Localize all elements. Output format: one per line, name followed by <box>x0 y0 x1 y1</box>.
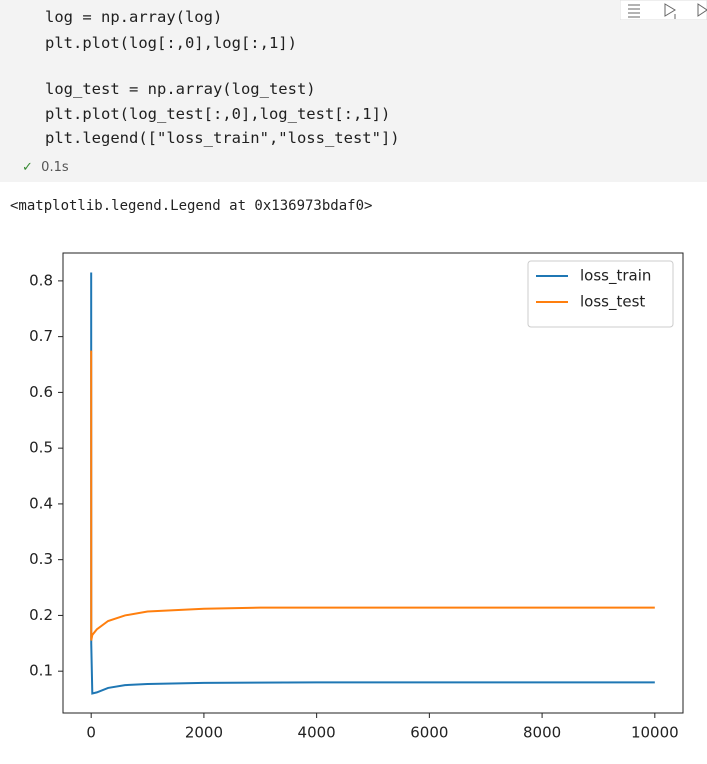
code-line: log_test = np.array(log_test) <box>45 80 316 98</box>
code-line: plt.plot(log_test[:,0],log_test[:,1]) <box>45 105 391 123</box>
y-tick-label: 0.3 <box>29 550 53 568</box>
run-time: 0.1s <box>41 160 69 175</box>
x-tick-label: 2000 <box>185 724 223 742</box>
run-icon[interactable] <box>697 3 707 17</box>
toolbar-bg <box>620 0 707 20</box>
line <box>90 350 655 641</box>
y-tick-label: 0.5 <box>29 439 53 457</box>
y-tick-label: 0.8 <box>29 271 53 289</box>
axes-frame <box>62 252 684 714</box>
code-line: log = np.array(log) <box>45 8 223 26</box>
legend-box <box>527 260 674 328</box>
chart: 0.1 0.2 0.3 0.4 0.5 0.6 0.7 0.8 0 2000 4000 6000 800… <box>29 252 684 742</box>
run-below-icon[interactable] <box>664 3 676 19</box>
y-tick-label: 0.7 <box>29 327 53 345</box>
x-tick-label: 8000 <box>523 724 561 742</box>
cell-toolbar[interactable] <box>620 0 707 20</box>
y-tick-label: 0.1 <box>29 662 53 680</box>
line <box>90 272 655 695</box>
y-tick-label: 0.4 <box>29 494 53 512</box>
y-tick-label: 0.2 <box>29 606 53 624</box>
x-tick-label: 10000 <box>631 724 679 742</box>
y-tick-label: 0.6 <box>29 383 53 401</box>
run-status: ✓ 0.1s <box>22 160 69 175</box>
check-icon: ✓ <box>22 160 33 175</box>
code-line: plt.legend(["loss_train","loss_test"]) <box>45 129 400 147</box>
code-cell: log = np.array(log) plt.plot(log[:,0],lo… <box>0 0 707 182</box>
code-line: plt.plot(log[:,0],log[:,1]) <box>45 34 297 52</box>
x-tick-label: 4000 <box>298 724 336 742</box>
output-text: <matplotlib.legend.Legend at 0x136973bda… <box>10 198 373 214</box>
legend-label: loss_train <box>580 267 651 286</box>
legend-label: loss_test <box>580 293 645 312</box>
x-tick-label: 0 <box>86 724 96 742</box>
x-tick-label: 6000 <box>410 724 448 742</box>
run-above-icon[interactable] <box>628 4 640 18</box>
